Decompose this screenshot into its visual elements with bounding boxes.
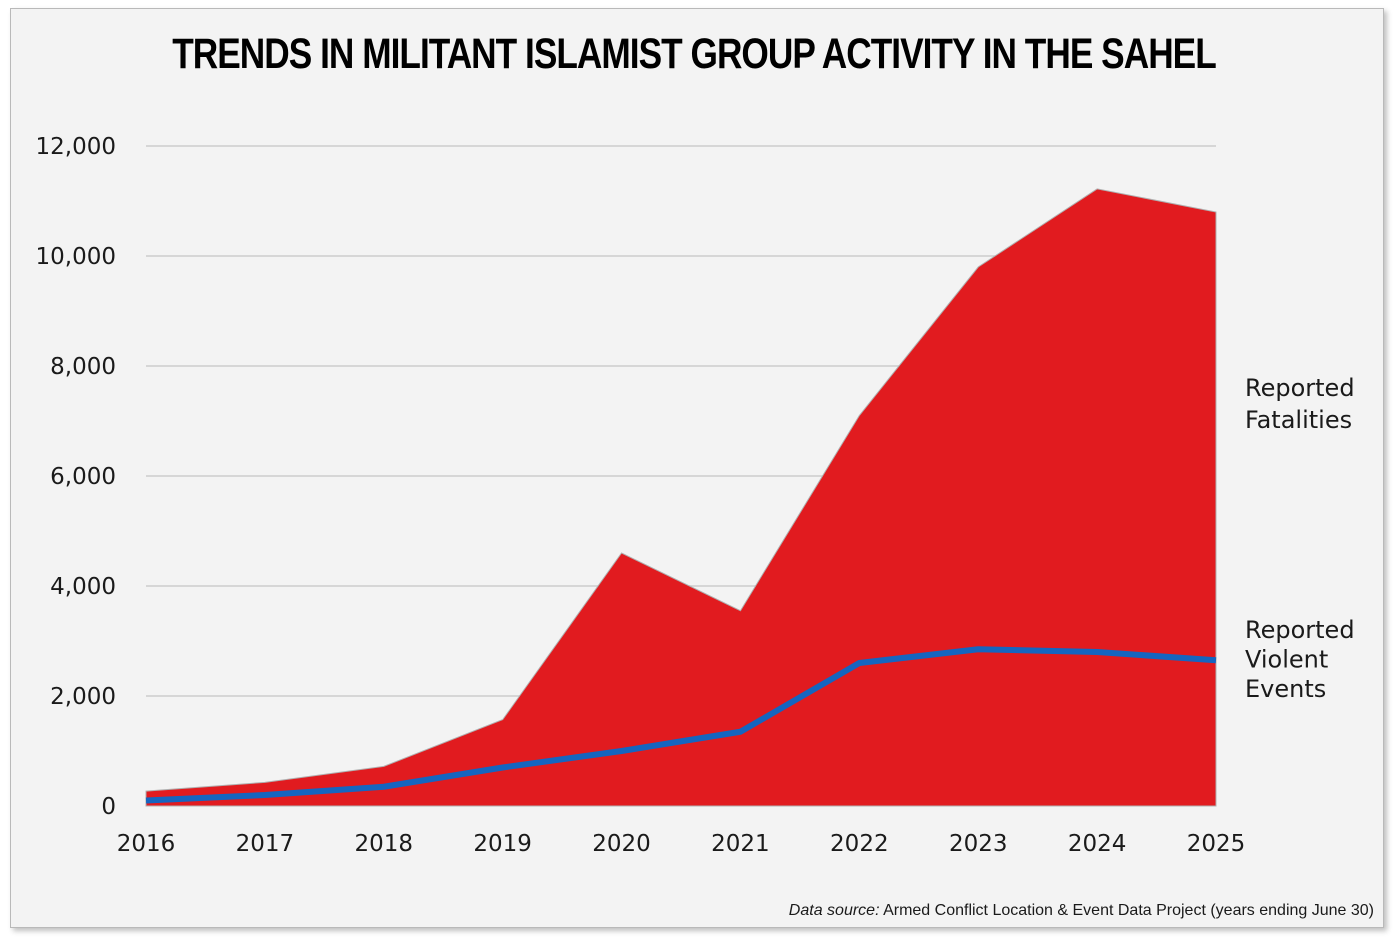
x-tick-label: 2017 <box>236 831 295 857</box>
y-tick-label: 10,000 <box>36 244 116 270</box>
fatalities-area <box>145 188 1217 807</box>
y-tick-label: 4,000 <box>50 574 116 600</box>
data-source-label: Data source: <box>788 902 880 919</box>
y-tick-label: 6,000 <box>50 464 116 490</box>
x-tick-label: 2022 <box>830 831 889 857</box>
x-tick-label: 2025 <box>1187 831 1246 857</box>
x-tick-label: 2024 <box>1068 831 1127 857</box>
data-source-note: Data source: Armed Conflict Location & E… <box>789 902 1374 920</box>
series-label: Events <box>1245 675 1326 703</box>
x-tick-label: 2023 <box>949 831 1008 857</box>
series-label: Reported <box>1245 374 1355 402</box>
y-tick-label: 0 <box>101 794 116 820</box>
y-tick-label: 2,000 <box>50 684 116 710</box>
data-source-text: Armed Conflict Location & Event Data Pro… <box>879 902 1374 919</box>
x-tick-label: 2019 <box>473 831 532 857</box>
series-label: Reported <box>1245 616 1355 644</box>
fatalities-area-group <box>145 188 1217 807</box>
events-line <box>145 646 1217 804</box>
x-axis-ticks: 2016 2017 2018 2019 2020 2021 2022 2023 2024 2025 <box>117 831 1246 857</box>
events-line-group <box>145 646 1217 804</box>
y-tick-label: 8,000 <box>50 354 116 380</box>
x-tick-label: 2020 <box>592 831 651 857</box>
y-axis-ticks: 12,000 10,000 8,000 6,000 4,000 2,000 0 <box>36 134 116 820</box>
y-tick-label: 12,000 <box>36 134 116 160</box>
series-label: Fatalities <box>1245 406 1352 434</box>
x-tick-label: 2016 <box>117 831 176 857</box>
x-tick-label: 2021 <box>711 831 770 857</box>
series-label: Violent <box>1245 646 1328 674</box>
x-tick-label: 2018 <box>355 831 414 857</box>
chart-title: TRENDS IN MILITANT ISLAMIST GROUP ACTIVI… <box>172 30 1217 78</box>
